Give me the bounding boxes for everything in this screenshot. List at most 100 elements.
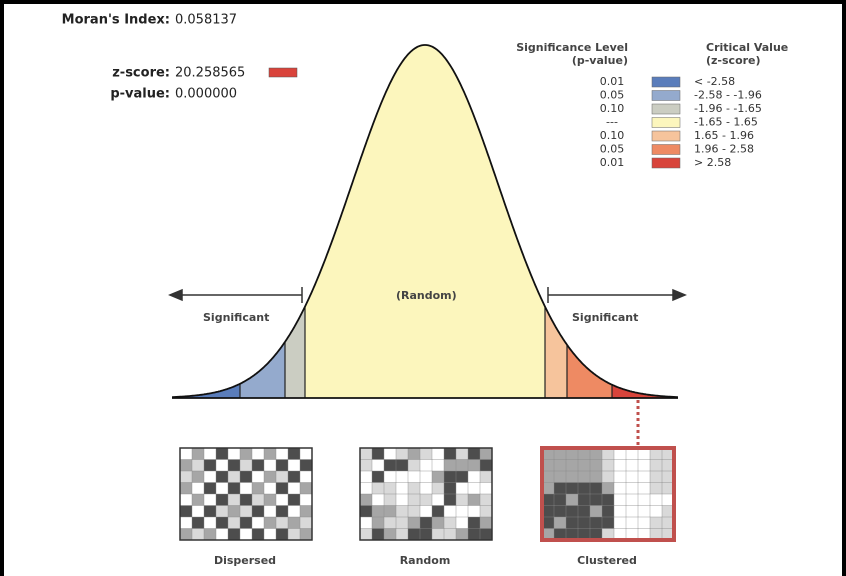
map-cell (420, 471, 432, 483)
map-cell (480, 494, 492, 506)
map-cell (432, 494, 444, 506)
map-cell (554, 460, 566, 472)
map-cell (252, 529, 264, 541)
stat-value: 0.058137 (175, 13, 237, 28)
map-cell (444, 448, 456, 460)
map-cell (456, 506, 468, 518)
legend-p: 0.05 (600, 143, 625, 156)
map-cell (456, 448, 468, 460)
center-label: (Random) (396, 289, 457, 302)
map-cell (480, 517, 492, 529)
map-cell (602, 471, 614, 483)
map-cell (300, 448, 312, 460)
map-cell (626, 494, 638, 506)
map-cell (638, 517, 650, 529)
map-cell (372, 483, 384, 495)
map-cell (396, 529, 408, 541)
map-cell (650, 460, 662, 472)
map-cell (480, 506, 492, 518)
map-cell (228, 471, 240, 483)
map-cell (372, 448, 384, 460)
map-cell (216, 460, 228, 472)
map-cell (252, 471, 264, 483)
legend-z: > 2.58 (694, 156, 731, 169)
map-cell (444, 471, 456, 483)
map-cell (372, 529, 384, 541)
map-cell (288, 460, 300, 472)
map-cell (372, 494, 384, 506)
map-cell (432, 483, 444, 495)
map-cell (216, 471, 228, 483)
map-cell (360, 460, 372, 472)
map-caption: Random (400, 554, 451, 567)
map-cell (566, 517, 578, 529)
map-cell (480, 529, 492, 541)
map-cell (602, 506, 614, 518)
map-cell (590, 494, 602, 506)
map-cell (638, 506, 650, 518)
map-cell (420, 448, 432, 460)
map-cell (360, 448, 372, 460)
map-cell (204, 506, 216, 518)
map-cell (638, 483, 650, 495)
map-cell (204, 494, 216, 506)
significant-label: Significant (572, 311, 638, 324)
map-caption: Clustered (577, 554, 637, 567)
map-cell (360, 494, 372, 506)
map-cell (614, 506, 626, 518)
map-cell (180, 471, 192, 483)
map-cell (408, 471, 420, 483)
legend-swatch (652, 158, 680, 168)
map-cell (456, 494, 468, 506)
map-cell (626, 460, 638, 472)
map-cell (626, 517, 638, 529)
map-cell (578, 460, 590, 472)
map-caption: Dispersed (214, 554, 276, 567)
map-cell (408, 494, 420, 506)
legend-swatch (652, 131, 680, 141)
stat-swatch (269, 68, 297, 77)
map-cell (456, 517, 468, 529)
legend-z: 1.96 - 2.58 (694, 143, 754, 156)
map-cell (554, 517, 566, 529)
map-cell (396, 483, 408, 495)
map-cell (626, 471, 638, 483)
map-cell (614, 517, 626, 529)
map-cell (216, 529, 228, 541)
legend-swatch (652, 145, 680, 155)
map-cell (420, 460, 432, 472)
map-cell (240, 483, 252, 495)
map-cell (408, 483, 420, 495)
map-cell (384, 483, 396, 495)
arrowhead (170, 290, 182, 300)
map-cell (288, 506, 300, 518)
map-cell (276, 471, 288, 483)
map-cell (300, 517, 312, 529)
stat-value: 0.000000 (175, 87, 237, 102)
stat-label: z-score: (112, 66, 170, 81)
map-cell (408, 517, 420, 529)
map-cell (264, 448, 276, 460)
map-cell (180, 529, 192, 541)
map-cell (650, 517, 662, 529)
map-cell (384, 471, 396, 483)
map-cell (408, 506, 420, 518)
legend-p: 0.01 (600, 156, 625, 169)
map-cell (468, 494, 480, 506)
map-cell (480, 460, 492, 472)
map-cell (578, 483, 590, 495)
map-cell (384, 506, 396, 518)
arrowhead (673, 290, 685, 300)
map-cell (216, 483, 228, 495)
map-cell (288, 494, 300, 506)
legend-z: -1.65 - 1.65 (694, 116, 758, 129)
legend-p: 0.10 (600, 129, 625, 142)
map-cell (192, 506, 204, 518)
map-cell (480, 471, 492, 483)
map-cell (554, 483, 566, 495)
legend-z: 1.65 - 1.96 (694, 129, 754, 142)
map-cell (566, 460, 578, 472)
legend-p: --- (606, 116, 618, 129)
map-cell (396, 448, 408, 460)
map-cell (252, 448, 264, 460)
